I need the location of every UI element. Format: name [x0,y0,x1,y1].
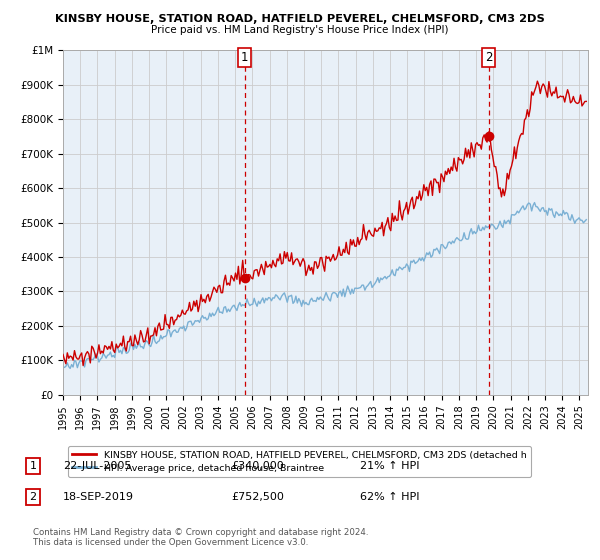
Text: 2: 2 [29,492,37,502]
Text: £340,000: £340,000 [231,461,284,471]
Text: Price paid vs. HM Land Registry's House Price Index (HPI): Price paid vs. HM Land Registry's House … [151,25,449,35]
Text: 62% ↑ HPI: 62% ↑ HPI [360,492,419,502]
Legend: KINSBY HOUSE, STATION ROAD, HATFIELD PEVEREL, CHELMSFORD, CM3 2DS (detached h, H: KINSBY HOUSE, STATION ROAD, HATFIELD PEV… [68,446,531,477]
Text: £752,500: £752,500 [231,492,284,502]
Text: 1: 1 [29,461,37,471]
Text: 2: 2 [485,51,492,64]
Text: Contains HM Land Registry data © Crown copyright and database right 2024.
This d: Contains HM Land Registry data © Crown c… [33,528,368,547]
Text: 21% ↑ HPI: 21% ↑ HPI [360,461,419,471]
Text: 22-JUL-2005: 22-JUL-2005 [63,461,131,471]
Text: 18-SEP-2019: 18-SEP-2019 [63,492,134,502]
Text: KINSBY HOUSE, STATION ROAD, HATFIELD PEVEREL, CHELMSFORD, CM3 2DS: KINSBY HOUSE, STATION ROAD, HATFIELD PEV… [55,14,545,24]
Text: 1: 1 [241,51,248,64]
